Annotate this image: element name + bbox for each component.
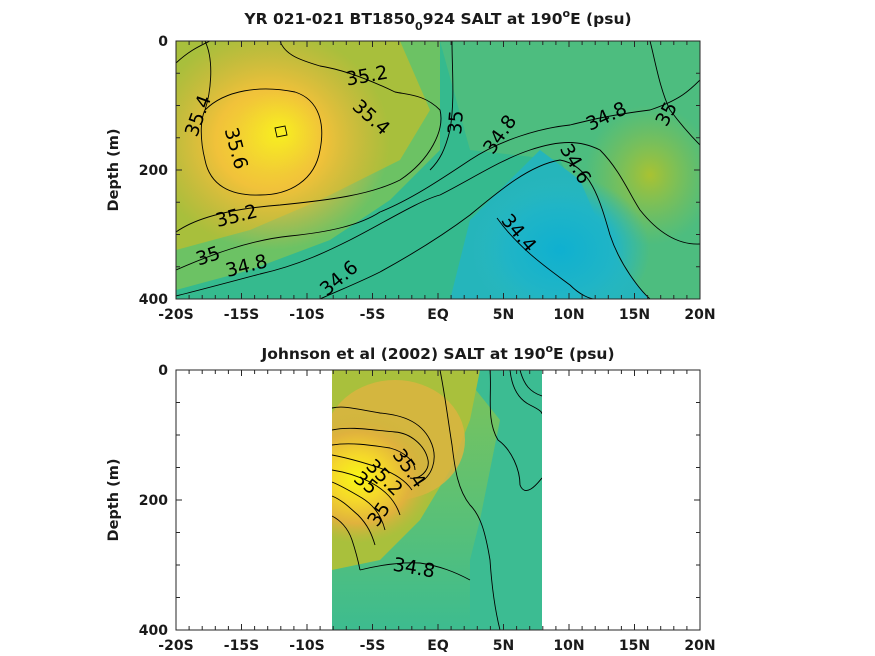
x-tick-label: -10S	[289, 307, 324, 323]
x-tick-label: 5N	[493, 307, 514, 323]
x-tick-label: 20N	[684, 638, 715, 654]
x-tick-label: 10N	[553, 307, 584, 323]
panel-1-field	[176, 41, 700, 299]
panel-1-ylabel: Depth (m)	[106, 129, 122, 212]
x-tick-label: 15N	[619, 638, 650, 654]
panel-1: YR 021-021 BT18500924 SALT at 190oE (psu…	[106, 7, 716, 323]
x-tick-label: -20S	[158, 307, 193, 323]
x-tick-label: EQ	[427, 307, 449, 323]
x-tick-label: 5N	[493, 638, 514, 654]
panel-2-field	[332, 370, 542, 630]
x-tick-label: -5S	[360, 638, 386, 654]
y-tick-label: 200	[139, 163, 168, 179]
y-tick-label: 0	[158, 363, 168, 379]
y-tick-label: 0	[158, 34, 168, 50]
y-tick-label: 400	[139, 292, 168, 308]
panel-2-title: Johnson et al (2002) SALT at 190oE (psu)	[260, 342, 614, 363]
panel-2-ylabel: Depth (m)	[106, 459, 122, 542]
panel-1-title: YR 021-021 BT18500924 SALT at 190oE (psu…	[243, 7, 631, 33]
x-tick-label: 20N	[684, 307, 715, 323]
x-tick-label: -15S	[224, 638, 259, 654]
x-tick-label: -15S	[224, 307, 259, 323]
y-tick-label: 400	[139, 623, 168, 639]
panel-2-ticks: -20S -15S -10S -5S EQ 5N 10N 15N 20N 0 200 400	[139, 363, 716, 654]
panel-1-ticks: -20S -15S -10S -5S EQ 5N 10N 15N 20N 0 200 400	[139, 34, 716, 323]
panel-2: Johnson et al (2002) SALT at 190oE (psu)	[106, 342, 716, 654]
y-tick-label: 200	[139, 493, 168, 509]
x-tick-label: EQ	[427, 638, 449, 654]
x-tick-label: -10S	[289, 638, 324, 654]
x-tick-label: 15N	[619, 307, 650, 323]
x-tick-label: -20S	[158, 638, 193, 654]
x-tick-label: 10N	[553, 638, 584, 654]
x-tick-label: -5S	[360, 307, 386, 323]
contour-label: 35	[444, 109, 468, 135]
